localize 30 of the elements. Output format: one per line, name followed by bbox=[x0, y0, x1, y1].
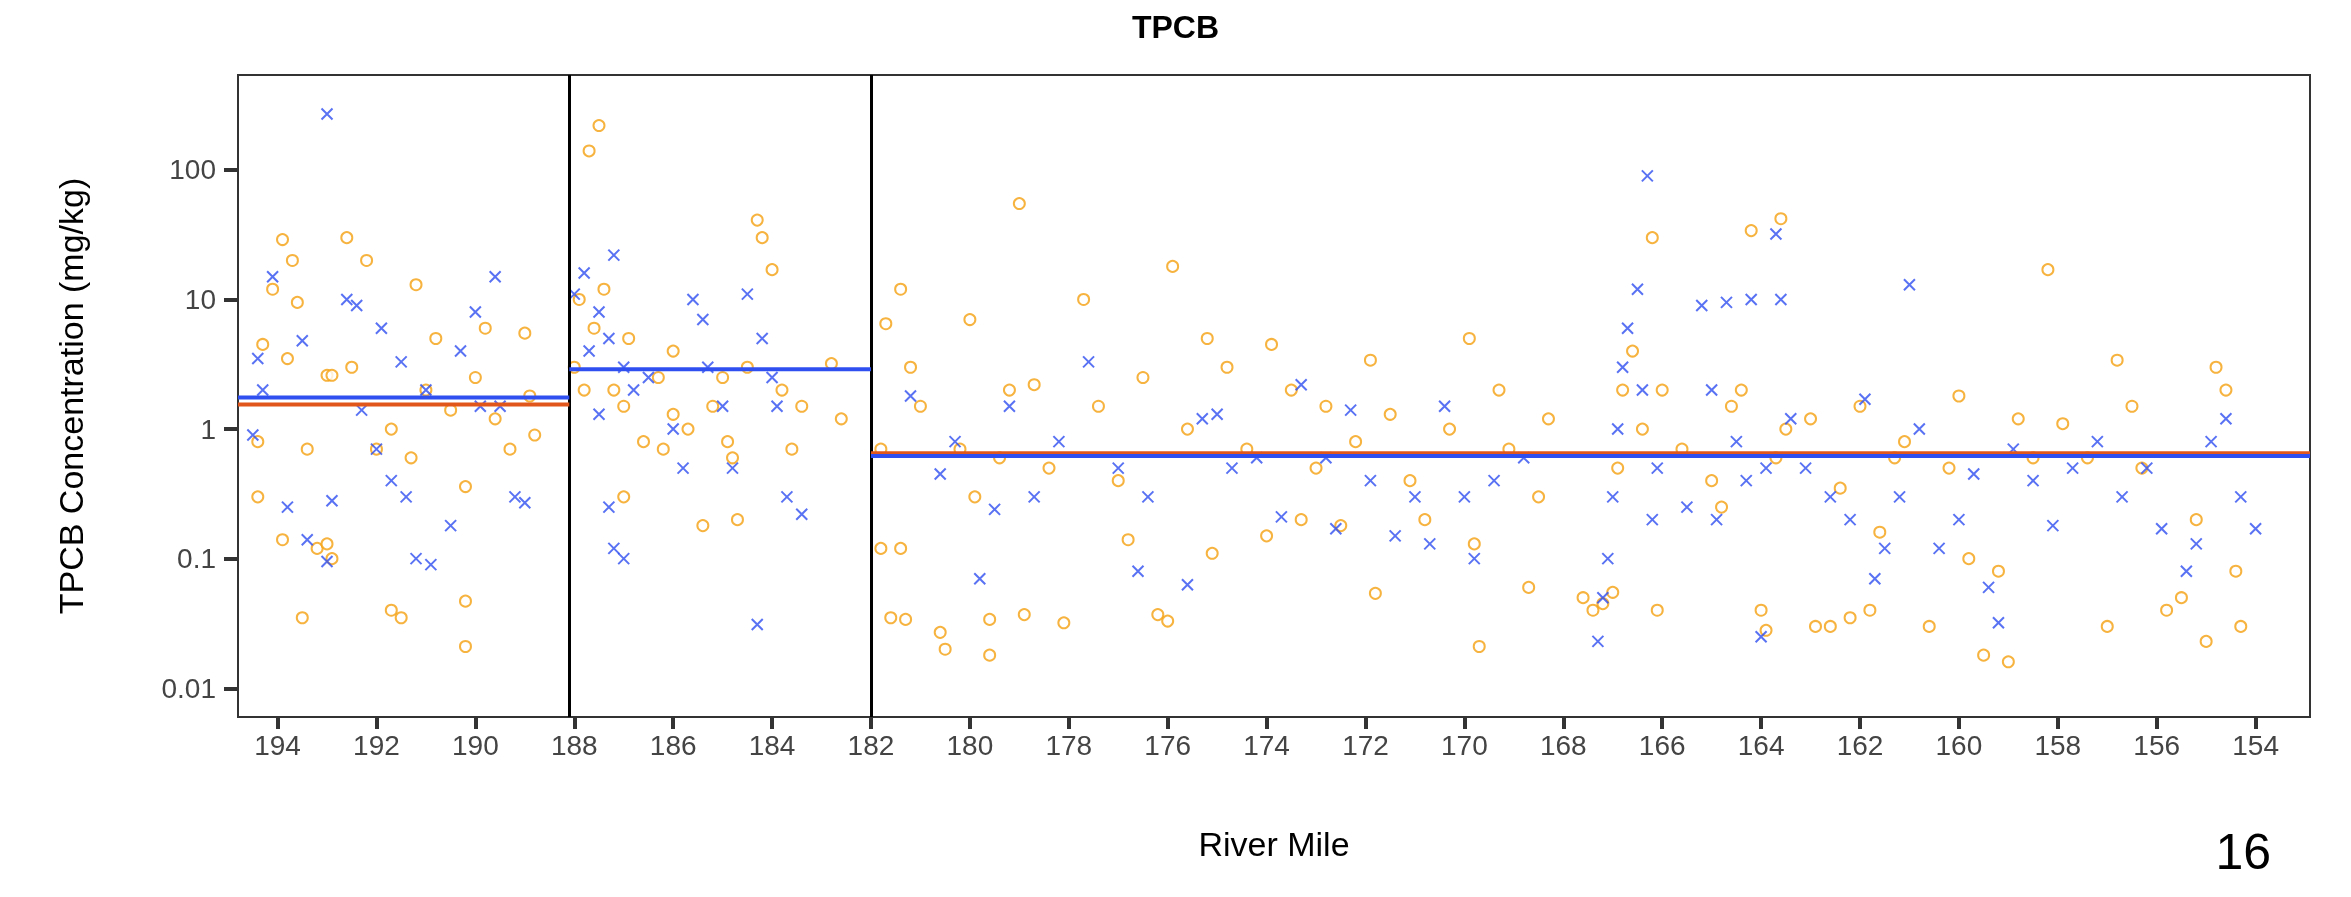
x-tick-label: 170 bbox=[1441, 729, 1488, 761]
x-tick-label: 180 bbox=[946, 729, 994, 761]
x-tick-label: 190 bbox=[452, 729, 499, 761]
x-tick-label: 176 bbox=[1144, 729, 1192, 761]
x-tick-label: 158 bbox=[2034, 729, 2082, 761]
x-tick-label: 166 bbox=[1638, 729, 1686, 761]
x-tick-label: 160 bbox=[1935, 729, 1983, 761]
y-axis-title: TPCB Concentration (mg/kg) bbox=[52, 177, 90, 615]
x-tick-label: 192 bbox=[353, 729, 400, 761]
x-tick-label: 178 bbox=[1045, 729, 1093, 761]
x-tick-label: 174 bbox=[1243, 729, 1290, 761]
x-tick-label: 188 bbox=[550, 729, 598, 761]
x-tick-label: 182 bbox=[847, 729, 895, 761]
y-tick-label: 0.01 bbox=[161, 672, 216, 704]
x-tick-label: 164 bbox=[1737, 729, 1785, 761]
x-tick-label: 162 bbox=[1836, 729, 1884, 761]
x-tick-label: 184 bbox=[748, 729, 796, 761]
x-tick-label: 156 bbox=[2133, 729, 2181, 761]
x-tick-label: 172 bbox=[1342, 729, 1389, 761]
text: 16 bbox=[2215, 824, 2272, 880]
y-tick-label: 0.1 bbox=[177, 543, 216, 575]
x-tick-label: 154 bbox=[2232, 729, 2279, 761]
y-tick-label: 100 bbox=[169, 154, 216, 186]
x-tick-label: 194 bbox=[254, 729, 301, 761]
x-axis-title: River Mile bbox=[1198, 825, 1350, 863]
x-tick-label: 186 bbox=[649, 729, 697, 761]
x-tick-label: 168 bbox=[1539, 729, 1587, 761]
y-tick-label: 1 bbox=[200, 413, 216, 445]
y-tick-label: 10 bbox=[184, 283, 216, 315]
chart-title: TPCB bbox=[1131, 9, 1220, 45]
